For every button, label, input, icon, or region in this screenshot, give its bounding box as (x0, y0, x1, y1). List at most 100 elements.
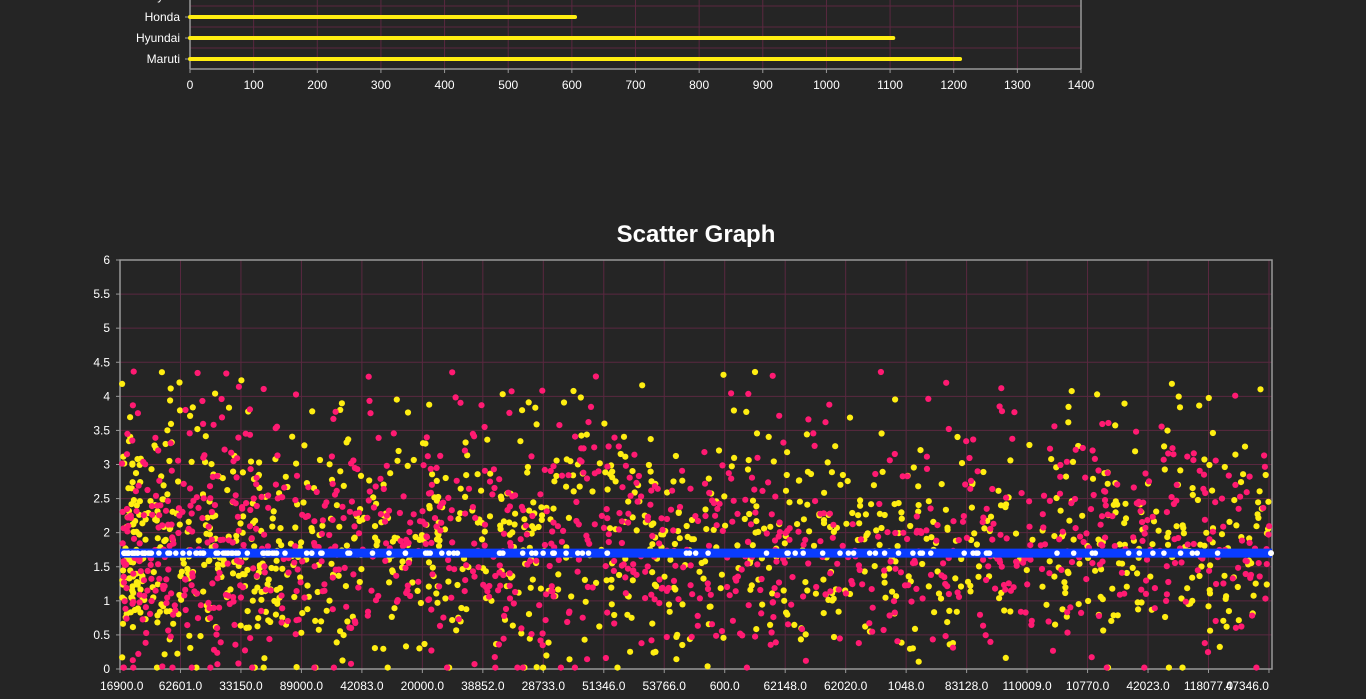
scatter-point-pink (1090, 491, 1097, 499)
scatter-point-pink (264, 543, 271, 550)
scatter-point-pink (805, 560, 812, 567)
scatter-x-tick-label: 62148.0 (764, 679, 808, 693)
scatter-point-yellow (1207, 562, 1214, 569)
scatter-point-pink (235, 434, 242, 441)
scatter-point-yellow (907, 522, 914, 530)
scatter-point-pink (169, 534, 176, 541)
scatter-point-yellow (212, 390, 219, 397)
scatter-point-pink (486, 593, 493, 600)
scatter-point-pink (536, 602, 543, 609)
scatter-point-pink (770, 614, 777, 621)
scatter-point-yellow (478, 487, 485, 494)
scatter-point-pink (506, 595, 514, 602)
scatter-point-pink (675, 596, 682, 603)
scatter-point-pink (136, 591, 143, 598)
scatter-point-pink (129, 402, 136, 409)
scatter-point-pink (404, 582, 411, 589)
scatter-point-pink (872, 470, 879, 478)
scatter-point-yellow (1226, 518, 1233, 526)
scatter-point-yellow (596, 460, 603, 467)
scatter-line-marker (819, 550, 826, 556)
scatter-point-pink (1130, 484, 1137, 491)
scatter-point-pink (510, 600, 517, 607)
scatter-point-pink (228, 449, 235, 456)
scatter-point-pink (1171, 536, 1178, 543)
scatter-point-pink (941, 574, 948, 581)
scatter-point-pink (716, 500, 723, 507)
scatter-point-pink (1083, 576, 1090, 583)
scatter-point-yellow (255, 615, 262, 622)
scatter-point-pink (267, 587, 274, 594)
scatter-point-yellow (538, 512, 546, 519)
scatter-point-pink (960, 513, 967, 520)
scatter-point-yellow (676, 535, 683, 542)
scatter-point-pink (1165, 578, 1172, 586)
scatter-point-yellow (429, 564, 436, 571)
scatter-point-yellow (1196, 572, 1203, 580)
scatter-point-yellow (154, 619, 161, 626)
scatter-point-pink (1099, 420, 1106, 428)
scatter-x-tick-label: 600.0 (710, 679, 740, 693)
scatter-point-pink (812, 498, 819, 505)
scatter-point-pink (1242, 570, 1249, 578)
scatter-point-pink (1220, 523, 1227, 530)
scatter-point-yellow (784, 611, 791, 618)
scatter-point-yellow (879, 468, 886, 475)
scatter-point-pink (1064, 629, 1071, 636)
scatter-point-pink (247, 466, 254, 473)
scatter-point-yellow (919, 560, 926, 568)
scatter-point-pink (234, 455, 241, 462)
scatter-point-pink (589, 584, 596, 591)
scatter-point-pink (208, 508, 215, 516)
scatter-point-pink (1170, 451, 1177, 458)
scatter-point-yellow (1256, 488, 1263, 495)
scatter-point-pink (154, 502, 161, 509)
scatter-point-pink (1095, 612, 1103, 620)
scatter-point-yellow (175, 478, 182, 485)
scatter-point-pink (929, 636, 936, 643)
scatter-point-pink (1261, 452, 1268, 459)
scatter-point-pink (775, 533, 782, 540)
scatter-point-pink (855, 640, 862, 647)
scatter-point-yellow (1176, 404, 1184, 411)
scatter-point-yellow (1092, 567, 1099, 574)
scatter-point-pink (426, 596, 433, 603)
scatter-point-pink (1190, 450, 1197, 457)
scatter-point-yellow (915, 658, 922, 665)
scatter-point-pink (724, 583, 731, 591)
scatter-point-yellow (608, 576, 615, 583)
scatter-point-yellow (820, 610, 827, 617)
scatter-point-pink (258, 607, 265, 615)
scatter-point-pink (558, 472, 566, 479)
scatter-point-yellow (843, 520, 850, 527)
scatter-point-pink (1009, 435, 1016, 442)
scatter-point-pink (1096, 561, 1103, 568)
scatter-point-pink (139, 616, 146, 623)
scatter-point-pink (330, 664, 337, 671)
scatter-point-pink (390, 430, 397, 437)
scatter-point-yellow (533, 421, 540, 428)
scatter-point-yellow (543, 652, 550, 659)
scatter-point-pink (772, 639, 779, 646)
scatter-point-yellow (651, 581, 659, 588)
scatter-point-yellow (670, 478, 677, 485)
scatter-point-pink (393, 598, 401, 605)
scatter-point-pink (1232, 481, 1239, 488)
scatter-point-pink (195, 504, 202, 511)
scatter-point-pink (656, 540, 663, 547)
scatter-point-pink (587, 403, 595, 410)
scatter-point-yellow (971, 530, 978, 537)
scatter-line-marker (345, 550, 351, 556)
scatter-point-yellow (1002, 654, 1009, 662)
scatter-point-pink (706, 489, 713, 496)
scatter-point-yellow (395, 447, 402, 455)
scatter-point-pink (701, 480, 709, 487)
scatter-point-pink (1169, 445, 1176, 452)
scatter-point-yellow (649, 541, 656, 548)
scatter-point-pink (574, 568, 581, 575)
scatter-point-pink (208, 536, 215, 543)
scatter-point-pink (351, 523, 358, 530)
scatter-point-yellow (1026, 441, 1033, 449)
scatter-point-yellow (170, 620, 177, 627)
scatter-point-pink (130, 535, 138, 542)
